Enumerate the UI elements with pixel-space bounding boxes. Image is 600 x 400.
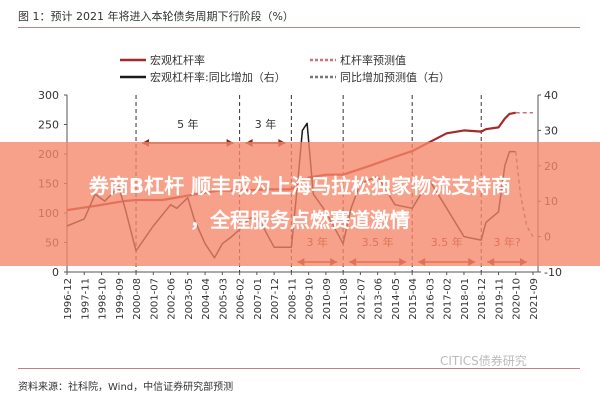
watermark: CITICS债券研究 — [440, 354, 527, 368]
x-tick-label: 2016-03 — [425, 278, 436, 320]
x-tick-label: 1997-11 — [80, 278, 91, 320]
x-tick-label: 2005-03 — [218, 278, 229, 320]
x-tick-label: 2012-07 — [356, 278, 367, 320]
x-tick-label: 2018-12 — [477, 278, 488, 320]
x-tick-label: 1996-12 — [63, 278, 74, 320]
x-tick-label: 2020-10 — [512, 278, 523, 320]
x-tick-label: 2015-04 — [408, 278, 419, 320]
headline-line-2[interactable]: ，全程服务点燃赛道激情 — [190, 208, 410, 232]
y-right-tick-label: 40 — [544, 89, 558, 102]
source-note: 资料来源：社科院，Wind，中信证券研究部预测 — [18, 382, 234, 393]
title-rule — [18, 27, 580, 28]
legend-label: 杠杆率预测值 — [340, 53, 406, 67]
duration-label: 5 年 — [177, 117, 199, 131]
y-left-tick-label: 300 — [38, 89, 59, 102]
x-tick-label: 2004-04 — [201, 278, 212, 320]
source-rule — [18, 368, 580, 369]
x-tick-label: 2007-12 — [270, 278, 281, 320]
x-tick-label: 2001-07 — [149, 278, 160, 320]
x-tick-label: 1998-10 — [98, 278, 109, 320]
x-tick-label: 2010-09 — [322, 278, 333, 320]
headline-line-1[interactable]: 券商B杠杆 顺丰成为上海马拉松独家物流支持商 — [88, 174, 512, 198]
x-tick-label: 2009-10 — [305, 278, 316, 320]
figure-title: 图 1：预计 2021 年将进入本轮债务周期下行阶段（%） — [18, 10, 294, 23]
y-left-tick-label: 250 — [38, 119, 59, 132]
x-tick-label: 2008-11 — [287, 278, 298, 320]
x-tick-label: 2003-05 — [184, 278, 195, 320]
x-tick-label: 2017-02 — [443, 278, 454, 320]
y-left-tick-label: 0 — [52, 266, 59, 279]
y-right-tick-label: -10 — [544, 266, 562, 279]
x-tick-label: 2014-05 — [391, 278, 402, 320]
x-tick-label: 2002-06 — [167, 278, 178, 320]
x-tick-label: 2018-01 — [460, 278, 471, 320]
legend-label: 同比增加预测值（右） — [340, 70, 450, 84]
x-tick-label: 2007-01 — [253, 278, 264, 320]
headline-banner[interactable]: 券商B杠杆 顺丰成为上海马拉松独家物流支持商 ，全程服务点燃赛道激情 — [0, 142, 600, 266]
x-tick-label: 1999-09 — [115, 278, 126, 320]
y-right-tick-label: 30 — [544, 124, 558, 137]
x-tick-label: 2006-02 — [236, 278, 247, 320]
legend-label: 宏观杠杆率 — [150, 53, 205, 67]
x-tick-label: 2011-08 — [339, 278, 350, 320]
x-tick-label: 2021-09 — [529, 278, 540, 320]
legend-label: 宏观杠杆率:同比增加（右） — [150, 70, 286, 84]
x-tick-label: 2019-11 — [494, 278, 505, 320]
x-tick-label: 2000-08 — [132, 278, 143, 320]
duration-label: 3 年 — [255, 117, 277, 131]
x-tick-label: 2013-06 — [374, 278, 385, 320]
